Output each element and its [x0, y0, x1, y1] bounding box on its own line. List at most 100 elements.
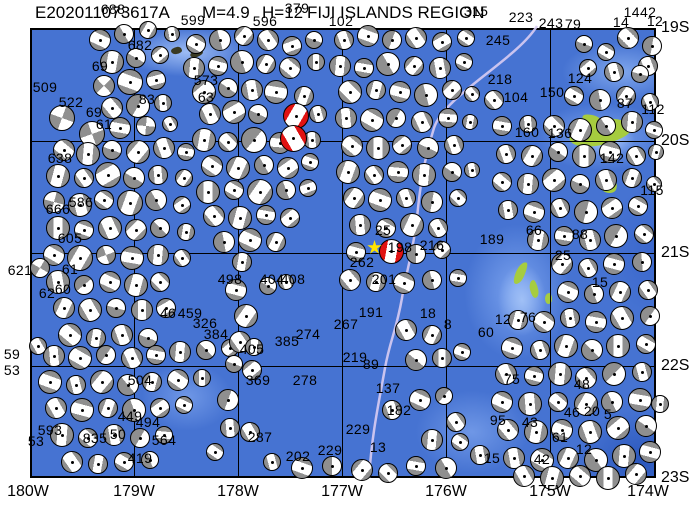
focal-mechanism — [329, 55, 351, 77]
focal-mechanism — [117, 69, 143, 95]
focal-mechanism — [242, 360, 262, 380]
depth-label: 638 — [47, 150, 73, 166]
axis-label-latitude: 19S — [661, 19, 690, 36]
focal-mechanism — [280, 208, 300, 228]
focal-mechanism — [442, 162, 462, 182]
depth-label: 83 — [138, 91, 156, 107]
depth-label: 189 — [479, 231, 505, 247]
focal-mechanism — [343, 187, 365, 209]
focal-mechanism — [173, 196, 191, 214]
focal-mechanism — [96, 245, 116, 265]
depth-label: 136 — [547, 125, 573, 141]
focal-mechanism — [238, 228, 262, 252]
focal-mechanism — [155, 426, 173, 444]
depth-label: 593 — [37, 422, 63, 438]
focal-mechanism — [67, 245, 93, 271]
depth-label: 61 — [61, 261, 79, 277]
focal-mechanism — [366, 136, 390, 160]
focal-mechanism — [68, 346, 92, 370]
depth-label: 408 — [280, 271, 306, 287]
focal-mechanism — [435, 387, 453, 405]
focal-mechanism — [432, 32, 452, 52]
focal-mechanism — [432, 348, 452, 368]
focal-mechanism — [226, 156, 250, 180]
focal-mechanism — [150, 398, 170, 418]
focal-mechanism — [351, 459, 373, 481]
focal-mechanism — [43, 191, 65, 213]
focal-mechanism — [648, 144, 664, 160]
focal-mechanism — [74, 275, 94, 295]
depth-label: 202 — [285, 448, 311, 464]
focal-mechanism — [446, 412, 466, 432]
focal-mechanism — [595, 169, 617, 191]
focal-mechanism — [603, 253, 625, 275]
focal-mechanism — [103, 424, 125, 446]
depth-label: 201 — [371, 271, 397, 287]
depth-label: 124 — [567, 70, 593, 86]
focal-mechanism — [186, 34, 206, 54]
focal-mechanism — [640, 306, 660, 326]
focal-mechanism — [167, 369, 189, 391]
focal-mechanism — [305, 31, 323, 49]
focal-mechanism — [173, 249, 191, 267]
depth-label: 504 — [127, 372, 153, 388]
focal-mechanism — [234, 26, 254, 46]
focal-mechanism — [266, 232, 286, 252]
focal-mechanism — [175, 169, 193, 187]
depth-label: 564 — [151, 432, 177, 448]
depth-label: 229 — [317, 442, 343, 458]
focal-mechanism — [457, 29, 475, 47]
focal-mechanism — [421, 191, 443, 213]
depth-label: 137 — [375, 380, 401, 396]
focal-mechanism — [523, 201, 545, 223]
focal-mechanism — [224, 180, 244, 200]
focal-mechanism — [513, 465, 535, 487]
focal-mechanism — [596, 116, 616, 136]
focal-mechanism — [122, 398, 146, 422]
focal-mechanism — [277, 157, 299, 179]
focal-mechanism — [241, 79, 263, 101]
depth-label: 12 — [494, 311, 512, 327]
focal-mechanism — [584, 284, 604, 304]
depth-label: 59 — [3, 346, 21, 362]
focal-mechanism — [519, 115, 537, 133]
focal-mechanism — [141, 451, 159, 469]
focal-mechanism — [596, 466, 620, 490]
focal-mechanism — [68, 193, 92, 217]
focal-mechanism — [245, 338, 263, 356]
focal-mechanism — [412, 163, 436, 187]
focal-mechanism — [517, 173, 539, 195]
focal-mechanism — [609, 281, 631, 303]
focal-mechanism — [533, 311, 555, 333]
focal-mechanism — [378, 463, 398, 483]
focal-mechanism — [183, 57, 205, 79]
focal-mechanism — [376, 52, 400, 76]
focal-mechanism — [455, 53, 473, 71]
depth-label: 48 — [573, 376, 591, 392]
focal-mechanism — [117, 374, 139, 396]
focal-mechanism — [578, 420, 602, 444]
depth-text: H=12 — [262, 3, 304, 22]
focal-mechanism — [38, 370, 62, 394]
depth-label: 63 — [197, 89, 215, 105]
focal-mechanism — [222, 100, 246, 124]
focal-mechanism — [554, 334, 578, 358]
focal-mechanism — [93, 75, 115, 97]
focal-mechanism — [575, 35, 593, 53]
focal-mechanism — [208, 56, 228, 76]
focal-mechanism — [389, 81, 411, 103]
depth-label: 20 — [583, 403, 601, 419]
depth-label: 66 — [525, 222, 543, 238]
focal-mechanism — [177, 223, 195, 241]
focal-mechanism — [360, 108, 384, 132]
depth-label: 573 — [193, 72, 219, 88]
axis-label-latitude: 20S — [661, 132, 690, 149]
focal-mechanism — [45, 397, 67, 419]
focal-mechanism — [74, 168, 94, 188]
focal-mechanism — [557, 281, 579, 303]
focal-mechanism — [464, 86, 480, 102]
depth-label: 150 — [539, 84, 565, 100]
depth-label: 15 — [483, 450, 501, 466]
focal-mechanism — [557, 447, 579, 469]
